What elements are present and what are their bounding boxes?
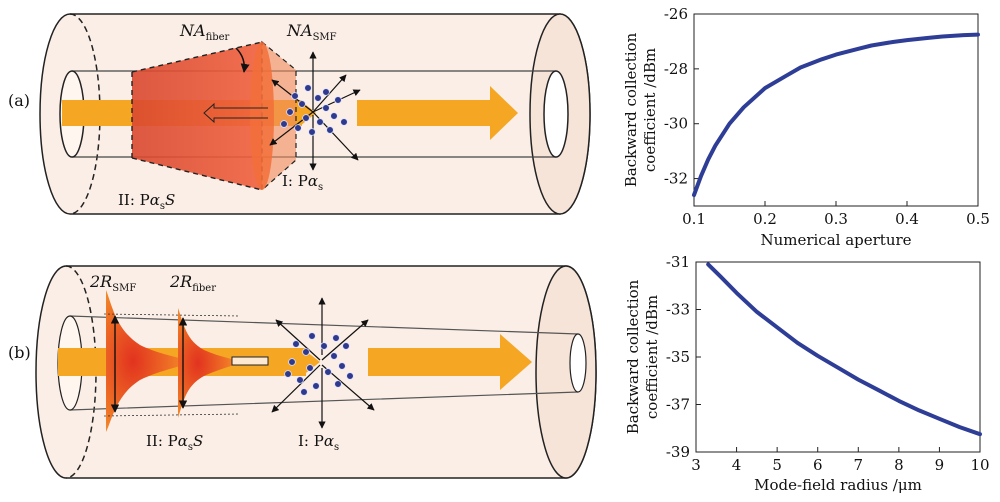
inner-tube-b xyxy=(69,315,579,411)
panel-a-label: (a) xyxy=(8,91,30,110)
chart1-xlabel: Numerical aperture xyxy=(760,231,911,249)
chart1-xtick-label: 0.1 xyxy=(682,210,706,228)
na-smf-label: NASMF xyxy=(286,21,337,43)
chart1-xtick-label: 0.2 xyxy=(753,210,777,228)
chart1-ytick-label: -32 xyxy=(664,170,688,188)
smf-width-guides xyxy=(103,313,241,417)
chart2-xtick-label: 5 xyxy=(772,456,782,474)
chart1-ytick-label: -26 xyxy=(664,5,688,23)
beam-arrow-a xyxy=(357,86,518,140)
chart2-xtick-label: 9 xyxy=(935,456,945,474)
outer-cylinder-b-end xyxy=(535,265,597,479)
chart2-xtick-label: 10 xyxy=(970,456,989,474)
particles-a xyxy=(280,84,348,136)
chart2-frame xyxy=(695,261,981,453)
chart2-xtick-label: 4 xyxy=(732,456,742,474)
chart2-ylabel-line1: Backward collection xyxy=(624,279,642,434)
chart2-ytick-label: -33 xyxy=(666,301,690,319)
chart1-ytick-label: -30 xyxy=(664,115,688,133)
chart2-ytick-label: -37 xyxy=(666,396,690,414)
particles-b xyxy=(284,332,354,396)
gaussian-fiber xyxy=(178,308,244,418)
inner-tube-a-right-end xyxy=(543,70,569,158)
chart1-ylabel-line2: coefficient /dBm xyxy=(641,48,659,172)
region-i-label-a: I: Pαs xyxy=(282,172,323,193)
chart2-xtick-label: 3 xyxy=(691,456,701,474)
beam-arrow-b xyxy=(368,334,532,390)
chart2-ytick-label: -31 xyxy=(666,253,690,271)
region-ii-label-b: II: PαsS xyxy=(146,432,203,453)
chart2-ytick-label: -35 xyxy=(666,348,690,366)
chart2-xlabel: Mode-field radius /μm xyxy=(754,476,922,494)
na-fiber-label: NAfiber xyxy=(179,21,230,43)
fiber-face-a xyxy=(250,42,274,190)
chart2-series-line xyxy=(706,262,982,437)
collection-cone-a-outline xyxy=(131,41,263,191)
panel-a-schematic: (a) xyxy=(8,13,591,215)
chart2-xtick-label: 7 xyxy=(854,456,864,474)
backward-arrow-a xyxy=(203,102,268,124)
chart2-ylabel-line2: coefficient /dBm xyxy=(643,295,661,419)
chart1-xtick-label: 0.5 xyxy=(966,210,990,228)
r-fiber-label: 2Rfiber xyxy=(169,272,216,294)
chart1-xtick-label: 0.4 xyxy=(895,210,919,228)
chart2-ytick-label: -39 xyxy=(666,443,690,461)
chart2-xtick-label: 6 xyxy=(813,456,823,474)
chart1-frame xyxy=(693,13,979,207)
chart2-xtick-label: 8 xyxy=(894,456,904,474)
outer-cylinder-a-back-edge xyxy=(69,13,101,215)
panel-b-label: (b) xyxy=(8,343,31,362)
chart-mode-field-radius: 3 4 5 6 7 8 9 10 -39 -37 -35 -33 -31 Mode-field radi… xyxy=(624,253,990,494)
chart1-ylabel-line1: Backward collection xyxy=(622,32,640,187)
chart1-ytick-label: -28 xyxy=(664,60,688,78)
chart1-xtick-label: 0.3 xyxy=(824,210,848,228)
inner-tube-b-right-end xyxy=(569,333,587,393)
backward-arrow-b xyxy=(231,356,269,366)
r-smf-label: 2RSMF xyxy=(89,272,136,294)
region-i-label-b: I: Pαs xyxy=(298,432,339,453)
gaussian-smf xyxy=(106,290,196,432)
na-angle-arc-a xyxy=(235,47,250,73)
chart-numerical-aperture: 0.1 0.2 0.3 0.4 0.5 -32 -30 -28 -26 Numerical ap… xyxy=(622,5,990,249)
panel-b-schematic: (b) xyxy=(8,265,597,479)
chart1-series-line xyxy=(692,32,980,197)
region-ii-label-a: II: PαsS xyxy=(118,191,175,212)
collection-cone-a xyxy=(132,42,262,190)
